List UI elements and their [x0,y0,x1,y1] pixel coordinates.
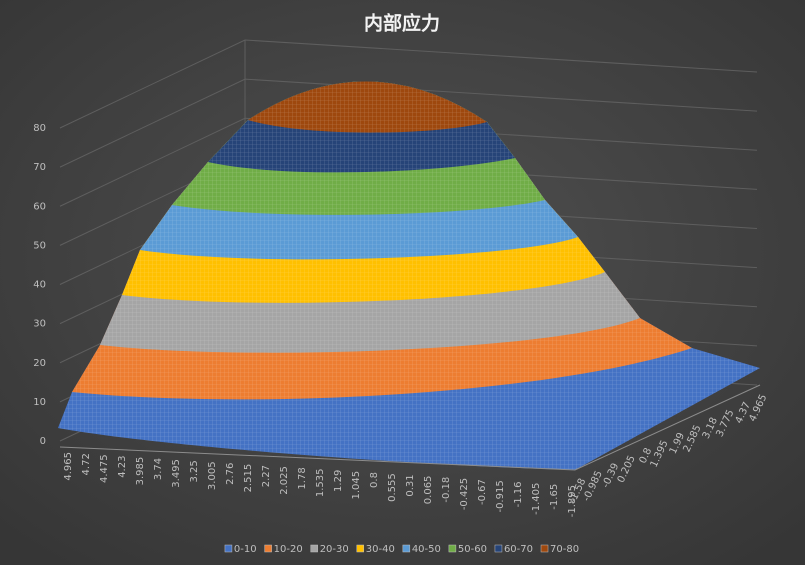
legend-label: 50-60 [458,544,487,555]
x-tick-label: -0.18 [441,477,452,503]
z-tick-label: 10 [33,397,46,408]
z-tick-label: 0 [40,436,46,447]
x-tick-label: 4.23 [117,456,128,478]
x-tick-label: 4.475 [99,454,110,483]
x-tick-label: -0.425 [459,478,470,510]
x-tick-label: -0.67 [477,479,488,505]
legend-label: 40-50 [412,544,441,555]
z-tick-label: 70 [33,162,46,173]
x-tick-label: 4.72 [81,453,92,475]
z-tick-label: 20 [33,358,46,369]
x-tick-label: 3.985 [135,457,146,486]
x-tick-label: 2.515 [243,464,254,493]
x-tick-label: -0.915 [495,480,506,512]
x-tick-label: 1.29 [333,470,344,492]
z-tick-label: 50 [33,240,46,251]
legend-label: 0-10 [234,544,257,555]
chart-title: 内部应力 [364,12,440,35]
legend-item: 10-20 [264,544,303,555]
z-tick-label: 60 [33,201,46,212]
x-tick-label: 1.78 [297,467,308,489]
x-tick-label: 0.31 [405,474,416,496]
legend-swatch [310,544,318,553]
legend-item: 60-70 [494,544,533,555]
legend-label: 70-80 [550,544,579,555]
legend: 0-10 10-20 20-30 30-40 40-50 50-60 60-70 70-80 [224,544,579,555]
x-tick-label: 0.065 [423,476,434,505]
x-tick-label: 2.76 [225,463,236,485]
x-tick-label: 3.495 [171,459,182,488]
legend-item: 40-50 [402,544,441,555]
surface-mesh [58,81,760,471]
axis-line [59,384,761,471]
legend-swatch [448,544,457,553]
legend-item: 30-40 [356,544,395,555]
x-tick-label: 3.25 [189,460,200,482]
x-tick-label: 1.535 [315,469,326,498]
z-tick-label: 40 [33,280,46,291]
legend-swatch [224,544,233,553]
surface [58,81,760,471]
x-tick-label: 4.965 [63,452,74,481]
axes: 0 10 20 30 40 50 60 70 80 4.965 4.72 4.475 4.23 3.985… [33,123,769,517]
x-tick-label: 0.555 [387,473,398,502]
legend-label: 60-70 [504,544,533,555]
x-tick-label: 0.8 [369,472,380,488]
legend-swatch [494,544,503,553]
legend-swatch [356,544,365,553]
legend-label: 10-20 [274,544,303,555]
x-tick-label: -1.16 [513,481,524,507]
z-tick-label: 30 [33,319,46,330]
x-tick-label: 2.27 [261,465,272,487]
legend-label: 20-30 [320,544,349,555]
x-tick-label: 1.045 [351,471,362,500]
legend-item: 20-30 [310,544,349,555]
x-tick-label: 3.005 [207,461,218,490]
x-tick-label: 3.74 [153,458,164,480]
legend-swatch [402,544,411,553]
z-tick-label: 80 [33,123,46,134]
legend-swatch [264,544,272,553]
x-tick-label: -1.405 [531,483,542,515]
legend-item: 50-60 [448,544,487,555]
x-tick-label: 2.025 [279,466,290,495]
legend-label: 30-40 [366,544,395,555]
legend-item: 70-80 [540,544,579,555]
x-tick-label: -1.895 [567,485,578,517]
legend-swatch [540,544,549,553]
x-tick-label: -1.65 [549,484,560,510]
legend-item: 0-10 [224,544,257,555]
